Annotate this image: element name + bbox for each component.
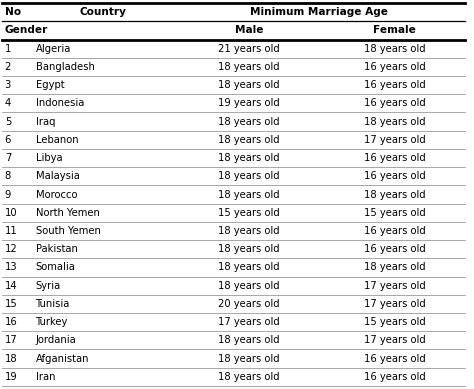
Text: 19 years old: 19 years old [218, 98, 280, 109]
Text: 14: 14 [5, 280, 18, 291]
Text: 17 years old: 17 years old [364, 335, 426, 345]
Text: 9: 9 [5, 189, 11, 200]
Text: 4: 4 [5, 98, 11, 109]
Text: Male: Male [235, 25, 263, 35]
Text: 6: 6 [5, 135, 11, 145]
Text: 18 years old: 18 years old [218, 135, 280, 145]
Text: Afganistan: Afganistan [36, 354, 89, 364]
Text: 16 years old: 16 years old [364, 244, 426, 254]
Text: 16 years old: 16 years old [364, 98, 426, 109]
Text: 18 years old: 18 years old [364, 263, 426, 272]
Text: 16: 16 [5, 317, 18, 327]
Text: 16 years old: 16 years old [364, 62, 426, 72]
Text: 7: 7 [5, 153, 11, 163]
Text: Minimum Marriage Age: Minimum Marriage Age [250, 7, 388, 17]
Text: Country: Country [80, 7, 127, 17]
Text: 16 years old: 16 years old [364, 372, 426, 382]
Text: Libya: Libya [36, 153, 62, 163]
Text: 13: 13 [5, 263, 18, 272]
Text: 18 years old: 18 years old [218, 189, 280, 200]
Text: Tunisia: Tunisia [36, 299, 70, 309]
Text: 16 years old: 16 years old [364, 80, 426, 90]
Text: Turkey: Turkey [36, 317, 68, 327]
Text: 17 years old: 17 years old [364, 280, 426, 291]
Text: 15 years old: 15 years old [364, 208, 426, 218]
Text: 18 years old: 18 years old [218, 171, 280, 181]
Text: 10: 10 [5, 208, 18, 218]
Text: 18 years old: 18 years old [364, 44, 426, 54]
Text: 18 years old: 18 years old [218, 80, 280, 90]
Text: 8: 8 [5, 171, 11, 181]
Text: 18 years old: 18 years old [218, 244, 280, 254]
Text: 17 years old: 17 years old [364, 299, 426, 309]
Text: 21 years old: 21 years old [218, 44, 280, 54]
Text: No: No [5, 7, 21, 17]
Text: 5: 5 [5, 117, 11, 126]
Text: 18 years old: 18 years old [218, 263, 280, 272]
Text: 18: 18 [5, 354, 18, 364]
Text: South Yemen: South Yemen [36, 226, 100, 236]
Text: Indonesia: Indonesia [36, 98, 84, 109]
Text: 18 years old: 18 years old [218, 62, 280, 72]
Text: 18 years old: 18 years old [364, 117, 426, 126]
Text: 18 years old: 18 years old [218, 153, 280, 163]
Text: Lebanon: Lebanon [36, 135, 78, 145]
Text: Morocco: Morocco [36, 189, 77, 200]
Text: 16 years old: 16 years old [364, 226, 426, 236]
Text: 18 years old: 18 years old [218, 280, 280, 291]
Text: Female: Female [373, 25, 416, 35]
Text: Malaysia: Malaysia [36, 171, 80, 181]
Text: 2: 2 [5, 62, 11, 72]
Text: Iran: Iran [36, 372, 55, 382]
Text: 15 years old: 15 years old [218, 208, 280, 218]
Text: 11: 11 [5, 226, 18, 236]
Text: 17: 17 [5, 335, 18, 345]
Text: Egypt: Egypt [36, 80, 64, 90]
Text: 18 years old: 18 years old [218, 226, 280, 236]
Text: 15: 15 [5, 299, 18, 309]
Text: Bangladesh: Bangladesh [36, 62, 94, 72]
Text: 18 years old: 18 years old [218, 372, 280, 382]
Text: Algeria: Algeria [36, 44, 71, 54]
Text: 3: 3 [5, 80, 11, 90]
Text: 1: 1 [5, 44, 11, 54]
Text: Syria: Syria [36, 280, 61, 291]
Text: 19: 19 [5, 372, 18, 382]
Text: 16 years old: 16 years old [364, 153, 426, 163]
Text: 17 years old: 17 years old [364, 135, 426, 145]
Text: Gender: Gender [5, 25, 48, 35]
Text: 17 years old: 17 years old [218, 317, 280, 327]
Text: 16 years old: 16 years old [364, 171, 426, 181]
Text: Iraq: Iraq [36, 117, 55, 126]
Text: Pakistan: Pakistan [36, 244, 77, 254]
Text: 18 years old: 18 years old [218, 117, 280, 126]
Text: 15 years old: 15 years old [364, 317, 426, 327]
Text: 12: 12 [5, 244, 18, 254]
Text: Somalia: Somalia [36, 263, 75, 272]
Text: Jordania: Jordania [36, 335, 76, 345]
Text: North Yemen: North Yemen [36, 208, 100, 218]
Text: 18 years old: 18 years old [218, 354, 280, 364]
Text: 18 years old: 18 years old [218, 335, 280, 345]
Text: 20 years old: 20 years old [218, 299, 280, 309]
Text: 16 years old: 16 years old [364, 354, 426, 364]
Text: 18 years old: 18 years old [364, 189, 426, 200]
